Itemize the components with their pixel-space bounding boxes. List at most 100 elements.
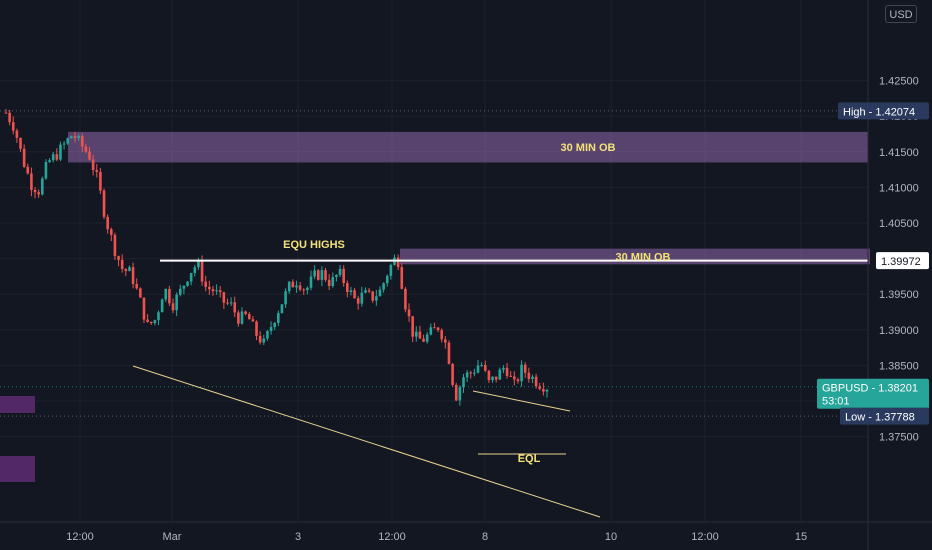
candle-body: [88, 151, 91, 160]
candle-body: [306, 287, 309, 291]
candle-body: [193, 267, 197, 274]
candle-body: [440, 330, 444, 340]
price-tick-label: 1.42500: [879, 76, 919, 88]
candle-body: [451, 363, 454, 385]
candle-body: [269, 327, 273, 332]
candle-body: [422, 338, 425, 342]
candle-body: [139, 288, 142, 298]
candle-body: [400, 267, 404, 289]
candle-body: [342, 268, 345, 284]
candle-body: [131, 267, 135, 284]
candle-body: [175, 294, 178, 311]
candle-body: [22, 148, 26, 167]
candle-body: [425, 334, 429, 342]
candle-body: [164, 288, 168, 300]
candle-body: [142, 297, 146, 320]
candle-body: [483, 365, 487, 371]
candle-body: [302, 289, 306, 291]
candle-body: [316, 270, 320, 280]
candle-body: [258, 335, 262, 343]
candle-body: [197, 261, 200, 268]
low-tag: [840, 407, 929, 425]
high-tag-text: High - 1.42074: [843, 106, 915, 118]
candle-body: [70, 136, 73, 139]
candle-body: [545, 389, 549, 392]
candle-body: [215, 290, 218, 292]
candle-body: [389, 264, 393, 276]
candle-body: [80, 135, 84, 147]
candle-body: [178, 288, 182, 295]
candle-body: [208, 286, 211, 290]
candle-body: [8, 112, 11, 123]
candle-body: [128, 267, 131, 272]
candle-body: [295, 285, 298, 288]
candle-body: [436, 327, 440, 331]
candle-body: [30, 173, 33, 190]
candle-body: [4, 112, 8, 114]
candle-body: [91, 159, 95, 171]
candle-body: [204, 281, 207, 287]
time-tick-label: 8: [482, 531, 488, 543]
price-tick-label: 1.39500: [879, 289, 919, 301]
candle-body: [324, 270, 327, 280]
candle-body: [106, 216, 109, 230]
high-tag: [838, 102, 929, 120]
candle-body: [11, 122, 15, 131]
candle-body: [66, 138, 70, 144]
candle-body: [335, 274, 338, 278]
candle-body: [240, 311, 244, 324]
candle-body: [77, 135, 80, 139]
candle-body: [262, 338, 266, 343]
candle-body: [429, 327, 433, 335]
time-axis[interactable]: 12:00 Mar 3 12:00 8 10 12:00 15: [0, 521, 932, 543]
candle-body: [266, 331, 269, 339]
drawing-lines: [0, 110, 868, 518]
candle-body: [447, 342, 451, 364]
candle-body: [280, 304, 284, 314]
candle-body: [404, 288, 407, 310]
time-tick-label: Mar: [163, 531, 182, 543]
candle-body: [382, 283, 385, 290]
candle-body: [465, 372, 469, 378]
candle-body: [277, 313, 280, 323]
current-price-tag-text: 53:01: [822, 396, 850, 408]
candle-body: [513, 376, 516, 380]
candle-body: [414, 331, 418, 337]
candle-body: [95, 170, 99, 172]
candle-body: [222, 292, 226, 303]
candle-body: [313, 270, 316, 277]
candle-body: [273, 322, 276, 328]
candle-body: [498, 369, 502, 380]
candle-body: [505, 367, 509, 376]
price-tick-label: 1.41000: [879, 182, 919, 194]
candle-body: [37, 192, 40, 195]
candle-body: [237, 312, 240, 324]
candles: [4, 109, 549, 406]
trendline-lower: [132, 365, 601, 518]
time-tick-label: 10: [605, 531, 617, 543]
time-tick-label: 12:00: [691, 531, 719, 543]
candle-body: [247, 314, 251, 320]
candle-body: [371, 291, 375, 301]
candle-body: [124, 268, 128, 272]
candle-body: [338, 268, 342, 275]
candle-body: [396, 257, 400, 268]
candle-body: [320, 270, 324, 280]
zone-label: 30 MIN OB: [615, 251, 670, 263]
candle-body: [331, 277, 335, 287]
currency-button[interactable]: USD: [885, 5, 917, 23]
candle-body: [26, 166, 30, 174]
candle-body: [168, 288, 171, 304]
candle-body: [102, 190, 106, 217]
candle-body: [346, 283, 349, 292]
candle-body: [411, 316, 414, 337]
partial-zone: [0, 396, 35, 413]
candle-body: [255, 321, 258, 336]
candle-body: [244, 311, 247, 315]
candle-body: [251, 319, 255, 322]
price-tick-label: 1.40500: [879, 218, 919, 230]
candle-body: [291, 281, 295, 288]
candle-body: [480, 365, 483, 367]
candle-body: [135, 283, 139, 289]
